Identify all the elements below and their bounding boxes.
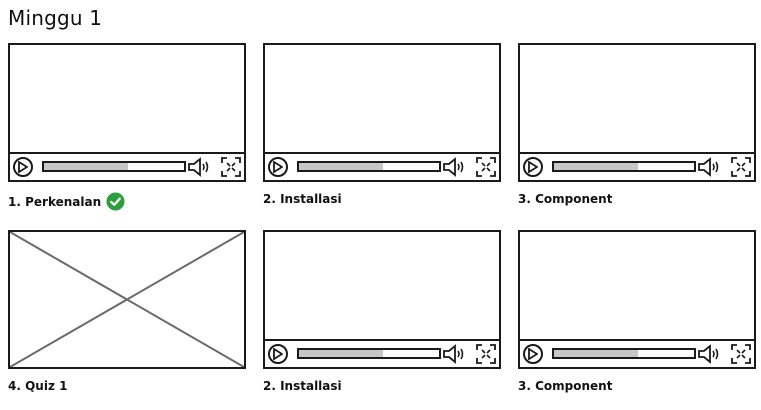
video-controls [265, 339, 499, 367]
progress-bar[interactable] [552, 348, 696, 359]
video-controls [520, 152, 754, 180]
play-icon[interactable] [268, 344, 288, 364]
fullscreen-icon[interactable] [220, 156, 242, 178]
placeholder-cross [10, 232, 244, 367]
video-title[interactable]: 2. Installasi [263, 379, 342, 393]
video-title[interactable]: 3. Component [518, 379, 612, 393]
page-title: Minggu 1 [8, 6, 103, 30]
speaker-icon[interactable] [441, 156, 469, 178]
progress-bar[interactable] [297, 161, 441, 172]
video-controls [10, 152, 244, 180]
video-player[interactable] [263, 43, 501, 182]
video-player[interactable] [263, 230, 501, 369]
video-player[interactable] [8, 43, 246, 182]
progress-bar[interactable] [552, 161, 696, 172]
fullscreen-icon[interactable] [475, 343, 497, 365]
video-player[interactable] [518, 230, 756, 369]
video-title-text: 3. Component [518, 192, 613, 206]
play-icon[interactable] [13, 157, 33, 177]
video-title[interactable]: 3. Component [518, 192, 612, 206]
play-icon[interactable] [268, 157, 288, 177]
progress-bar[interactable] [42, 161, 186, 172]
fullscreen-icon[interactable] [475, 156, 497, 178]
video-controls [520, 339, 754, 367]
play-icon[interactable] [523, 344, 543, 364]
quiz-title-text: 4. Quiz 1 [8, 379, 68, 393]
video-title-text: 2. Installasi [263, 379, 342, 393]
video-title-text: 1. Perkenalan [8, 194, 102, 209]
video-title-text: 2. Installasi [263, 192, 342, 206]
progress-bar[interactable] [297, 348, 441, 359]
fullscreen-icon[interactable] [730, 343, 752, 365]
check-circle-icon [106, 192, 125, 211]
play-icon[interactable] [523, 157, 543, 177]
video-player[interactable] [518, 43, 756, 182]
image-placeholder[interactable] [8, 230, 246, 369]
quiz-title[interactable]: 4. Quiz 1 [8, 379, 67, 393]
speaker-icon[interactable] [696, 343, 724, 365]
video-title[interactable]: 1. Perkenalan [8, 192, 125, 211]
speaker-icon[interactable] [441, 343, 469, 365]
video-title[interactable]: 2. Installasi [263, 192, 342, 206]
video-title-text: 3. Component [518, 379, 613, 393]
video-controls [265, 152, 499, 180]
speaker-icon[interactable] [696, 156, 724, 178]
speaker-icon[interactable] [186, 156, 214, 178]
fullscreen-icon[interactable] [730, 156, 752, 178]
